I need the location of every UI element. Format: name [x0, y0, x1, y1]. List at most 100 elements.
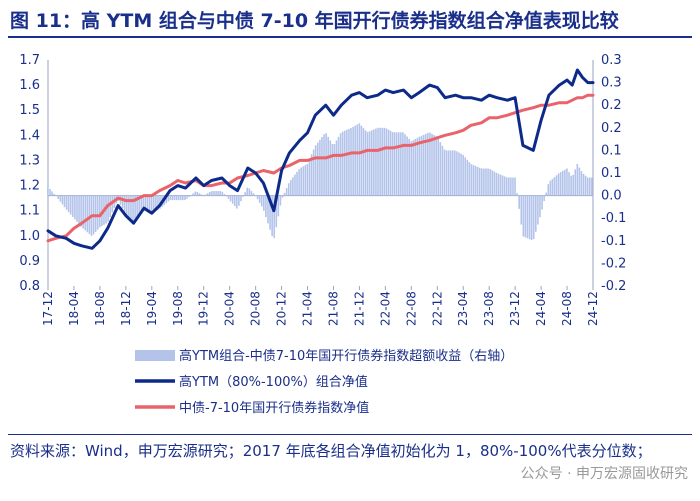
excess-bar [561, 170, 564, 196]
x-tick-label: 23-12 [508, 291, 522, 326]
x-tick-label: 20-08 [249, 291, 263, 326]
excess-bar [298, 169, 300, 196]
excess-bar [327, 136, 329, 196]
excess-bar [317, 142, 319, 196]
excess-bar [82, 195, 84, 229]
excess-bar [379, 127, 381, 196]
right-tick-label: 0.1 [601, 166, 622, 181]
x-tick-label: 21-04 [301, 291, 315, 326]
excess-bar [271, 195, 273, 237]
excess-bar [217, 191, 219, 196]
excess-bar [445, 150, 448, 196]
excess-bar [248, 188, 251, 196]
excess-bar [194, 191, 197, 196]
x-tick-label: 23-08 [482, 291, 496, 326]
excess-bar [292, 177, 294, 196]
excess-bar [308, 159, 311, 196]
x-tick-label: 20-12 [275, 291, 289, 326]
excess-bar [132, 195, 134, 223]
excess-bar [545, 192, 547, 196]
left-tick-label: 1.5 [19, 103, 40, 118]
excess-bar [211, 191, 213, 196]
excess-bar [78, 195, 80, 225]
excess-bar [447, 150, 450, 196]
excess-bar [485, 168, 487, 196]
excess-bar [576, 163, 579, 196]
excess-bar [528, 195, 531, 240]
excess-bar [337, 136, 340, 196]
excess-bar [283, 192, 286, 196]
excess-bar [204, 194, 207, 196]
nav-lines [46, 68, 595, 250]
excess-bar [285, 188, 288, 196]
excess-bar [329, 140, 332, 196]
excess-bar [159, 195, 161, 209]
excess-bar [190, 195, 192, 196]
excess-bar [99, 195, 101, 228]
excess-bar [275, 195, 278, 228]
excess-bar [385, 128, 388, 196]
excess-bar [404, 134, 406, 196]
x-tick-label: 22-04 [378, 291, 392, 326]
excess-bar [209, 191, 211, 196]
excess-bar [177, 195, 180, 201]
excess-bar [125, 195, 128, 215]
excess-bar [348, 128, 350, 196]
excess-bar [588, 177, 591, 196]
excess-bar [55, 195, 58, 197]
excess-bar [312, 149, 315, 196]
excess-bar [582, 173, 585, 196]
x-tick-label: 17-12 [41, 291, 55, 326]
excess-bar [366, 132, 369, 196]
right-tick-label: 0.0 [601, 189, 622, 204]
left-tick-label: 1.3 [19, 153, 40, 168]
excess-bar [416, 137, 419, 196]
excess-bar [339, 133, 342, 196]
excess-bar [233, 195, 236, 207]
excess-bar [325, 133, 327, 196]
legend: 高YTM组合-中债7-10年国开行债券指数超额收益（右轴） 高YTM（80%-10… [135, 348, 513, 416]
excess-bar [377, 127, 379, 196]
excess-bar [414, 138, 417, 196]
excess-bar [206, 193, 209, 196]
left-tick-label: 1.1 [19, 204, 40, 219]
excess-bar [196, 191, 199, 196]
excess-bar [74, 195, 76, 220]
excess-bar [140, 195, 143, 213]
excess-bar [375, 128, 377, 196]
excess-bar [167, 195, 170, 202]
excess-bar [470, 164, 473, 196]
excess-bar [564, 169, 566, 196]
excess-bar [134, 195, 136, 221]
excess-bar [179, 195, 182, 201]
excess-bar [458, 152, 460, 196]
x-tick-label: 19-12 [197, 291, 211, 326]
excess-bar [364, 130, 367, 196]
x-tick-label: 20-04 [223, 291, 237, 326]
high-ytm-nav-line [46, 68, 595, 250]
excess-bar [535, 195, 537, 232]
excess-bar [304, 165, 307, 196]
excess-bar [464, 157, 467, 196]
excess-bar [96, 195, 99, 230]
excess-bar [229, 195, 232, 202]
excess-bar [466, 159, 469, 196]
excess-bar [420, 135, 423, 196]
excess-bar [182, 195, 184, 201]
excess-bar [429, 132, 431, 196]
excess-bar [559, 172, 562, 196]
left-axis-ticks: 0.8 0.9 1.0 1.1 1.2 1.3 1.4 1.5 1.6 1.7 [19, 53, 40, 294]
excess-bar [572, 174, 574, 196]
excess-bar [551, 178, 554, 196]
excess-bar [242, 195, 244, 197]
excess-bar [518, 195, 520, 209]
excess-bar [537, 195, 539, 225]
excess-bar [59, 195, 62, 202]
chart-title: 图 11：高 YTM 组合与中债 7-10 年国开行债券指数组合净值表现比较 [10, 10, 619, 32]
excess-bar [468, 162, 471, 196]
x-tick-label: 24-08 [560, 291, 574, 326]
x-tick-label: 24-12 [586, 291, 600, 326]
excess-bar [63, 195, 66, 208]
excess-bar [472, 165, 475, 196]
excess-bar [152, 195, 155, 213]
